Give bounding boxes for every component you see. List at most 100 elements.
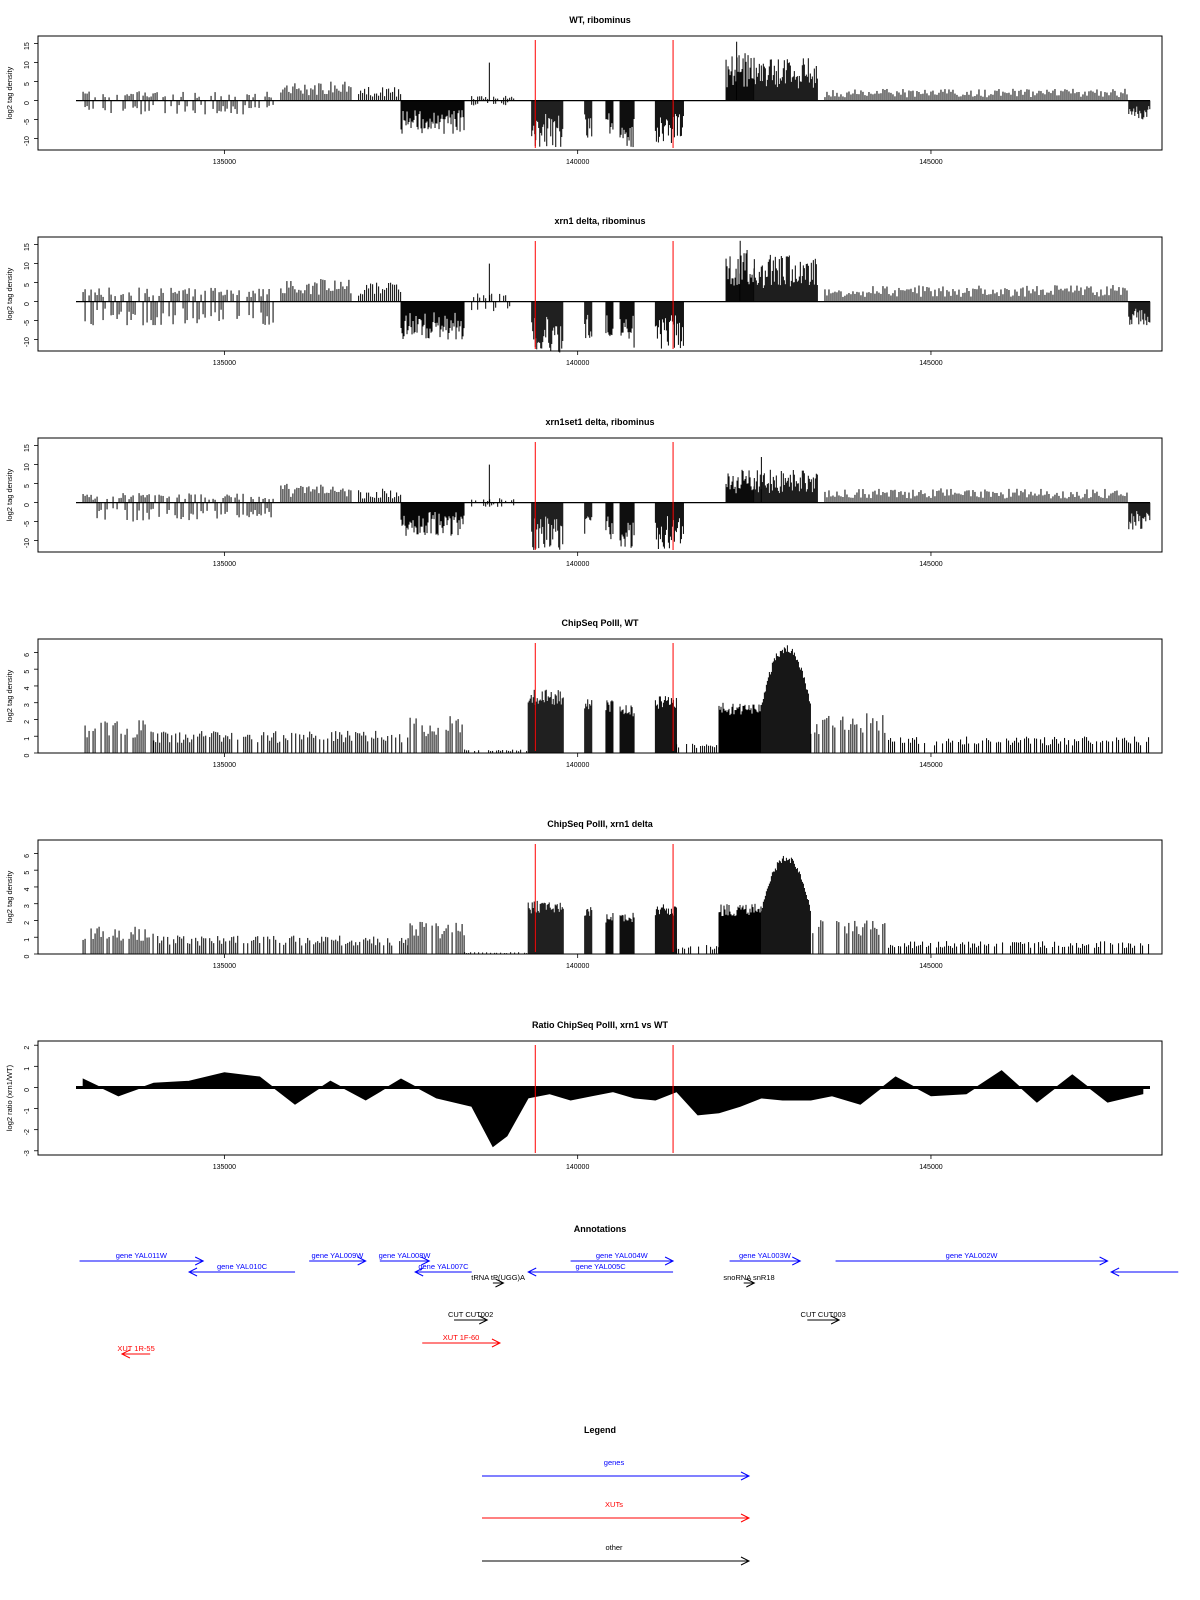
annotation-feature: CUT CUT003 bbox=[801, 1310, 846, 1325]
y-axis-label: log2 tag density bbox=[5, 468, 14, 521]
track-panel: xrn1 delta, ribominus log2 tag density -10… bbox=[5, 216, 1163, 367]
feature-label: XUT 1F-60 bbox=[443, 1333, 480, 1342]
y-tick-label: 10 bbox=[24, 262, 31, 270]
arrow-head bbox=[792, 1256, 802, 1266]
data-bars bbox=[82, 855, 1150, 954]
y-tick-label: 1 bbox=[24, 938, 31, 942]
x-tick-label: 145000 bbox=[919, 1164, 942, 1171]
feature-label: XUT 1R-55 bbox=[117, 1344, 154, 1353]
feature-label: tRNA tP(UGG)A bbox=[471, 1273, 525, 1282]
annotation-feature: gene YAL004W bbox=[570, 1251, 675, 1266]
y-tick-label: 0 bbox=[24, 302, 31, 306]
x-tick-label: 135000 bbox=[213, 159, 236, 166]
annotations-title: Annotations bbox=[574, 1224, 627, 1234]
y-axis-label: log2 tag density bbox=[5, 267, 14, 320]
y-tick-label: 2 bbox=[24, 720, 31, 724]
legend-title: Legend bbox=[584, 1425, 616, 1435]
legend-label: XUTs bbox=[605, 1500, 623, 1509]
annotation-feature: gene YAL003W bbox=[729, 1251, 802, 1266]
y-tick-label: 4 bbox=[24, 686, 31, 690]
x-tick-label: 140000 bbox=[566, 1164, 589, 1171]
feature-label: gene YAL003W bbox=[739, 1251, 792, 1260]
y-tick-label: 0 bbox=[24, 503, 31, 507]
y-tick-label: -2 bbox=[24, 1129, 31, 1135]
plot-frame bbox=[37, 839, 1163, 955]
arrow-head bbox=[120, 1349, 131, 1359]
y-tick-label: 1 bbox=[24, 737, 31, 741]
legend-label: other bbox=[605, 1543, 623, 1552]
annotation-feature bbox=[1110, 1267, 1179, 1277]
y-tick-label: 4 bbox=[24, 887, 31, 891]
x-tick-label: 140000 bbox=[566, 762, 589, 769]
annotation-feature: XUT 1R-55 bbox=[117, 1344, 155, 1359]
y-tick-label: 5 bbox=[24, 670, 31, 674]
y-tick-label: 10 bbox=[24, 463, 31, 471]
arrow-head bbox=[746, 1278, 756, 1288]
arrow-head bbox=[421, 1256, 431, 1266]
data-bars bbox=[82, 41, 1151, 148]
arrow-head bbox=[194, 1256, 205, 1266]
arrow-head bbox=[740, 1556, 751, 1566]
y-tick-label: 15 bbox=[24, 444, 31, 452]
y-tick-label: 0 bbox=[24, 954, 31, 958]
annotation-feature: snoRNA snR18 bbox=[723, 1273, 775, 1288]
y-tick-label: 0 bbox=[24, 101, 31, 105]
x-tick-label: 135000 bbox=[213, 1164, 236, 1171]
x-tick-label: 140000 bbox=[566, 159, 589, 166]
feature-label: gene YAL005C bbox=[576, 1262, 627, 1271]
ratio-area bbox=[82, 1070, 1144, 1148]
feature-label: gene YAL008W bbox=[379, 1251, 432, 1260]
y-tick-label: 0 bbox=[24, 1088, 31, 1092]
y-tick-label: -5 bbox=[24, 119, 31, 125]
track-title: Ratio ChipSeq PolII, xrn1 vs WT bbox=[532, 1020, 669, 1030]
track-panel: Ratio ChipSeq PolII, xrn1 vs WT log2 rati… bbox=[5, 1020, 1163, 1171]
annotation-feature: XUT 1F-60 bbox=[422, 1333, 502, 1348]
annotation-feature: gene YAL002W bbox=[835, 1251, 1109, 1266]
legend-entry: genes bbox=[482, 1458, 751, 1481]
feature-label: gene YAL010C bbox=[217, 1262, 268, 1271]
y-tick-label: -10 bbox=[24, 337, 31, 347]
arrow-head bbox=[664, 1256, 675, 1266]
plot-frame bbox=[37, 437, 1163, 553]
x-tick-label: 140000 bbox=[566, 360, 589, 367]
track-title: ChipSeq PolII, WT bbox=[562, 618, 639, 628]
feature-label: CUT CUT002 bbox=[448, 1310, 493, 1319]
track-title: WT, ribominus bbox=[569, 15, 631, 25]
y-tick-label: -5 bbox=[24, 320, 31, 326]
x-tick-label: 145000 bbox=[919, 159, 942, 166]
legend-entry: other bbox=[482, 1543, 751, 1566]
arrow-head bbox=[495, 1278, 505, 1288]
feature-label: gene YAL002W bbox=[946, 1251, 999, 1260]
data-bars bbox=[82, 457, 1151, 550]
y-tick-label: 2 bbox=[24, 1046, 31, 1050]
legend-label: genes bbox=[604, 1458, 625, 1467]
plot-frame bbox=[37, 1040, 1163, 1156]
feature-label: snoRNA snR18 bbox=[723, 1273, 774, 1282]
y-tick-label: 15 bbox=[24, 243, 31, 251]
x-tick-label: 140000 bbox=[566, 561, 589, 568]
feature-label: gene YAL004W bbox=[596, 1251, 649, 1260]
annotation-feature: gene YAL005C bbox=[527, 1262, 674, 1277]
arrow-head bbox=[527, 1267, 537, 1277]
arrow-head bbox=[1110, 1267, 1120, 1277]
y-tick-label: 6 bbox=[24, 854, 31, 858]
y-tick-label: 5 bbox=[24, 484, 31, 488]
y-tick-label: 10 bbox=[24, 61, 31, 69]
y-tick-label: 0 bbox=[24, 753, 31, 757]
x-tick-label: 135000 bbox=[213, 561, 236, 568]
y-tick-label: -1 bbox=[24, 1108, 31, 1114]
feature-label: gene YAL011W bbox=[116, 1251, 168, 1260]
annotation-feature: gene YAL009W bbox=[309, 1251, 367, 1266]
feature-label: gene YAL009W bbox=[312, 1251, 365, 1260]
track-panel: ChipSeq PolII, xrn1 delta log2 tag densit… bbox=[5, 819, 1163, 970]
arrow-head bbox=[357, 1256, 367, 1266]
annotation-feature: gene YAL010C bbox=[187, 1262, 296, 1277]
legend-panel: Legend genes XUTs other bbox=[482, 1425, 751, 1566]
x-tick-label: 145000 bbox=[919, 762, 942, 769]
track-title: xrn1 delta, ribominus bbox=[554, 216, 645, 226]
y-axis-label: log2 tag density bbox=[5, 669, 14, 722]
arrow-head bbox=[491, 1338, 502, 1348]
y-tick-label: -3 bbox=[24, 1150, 31, 1156]
y-tick-label: -10 bbox=[24, 538, 31, 548]
